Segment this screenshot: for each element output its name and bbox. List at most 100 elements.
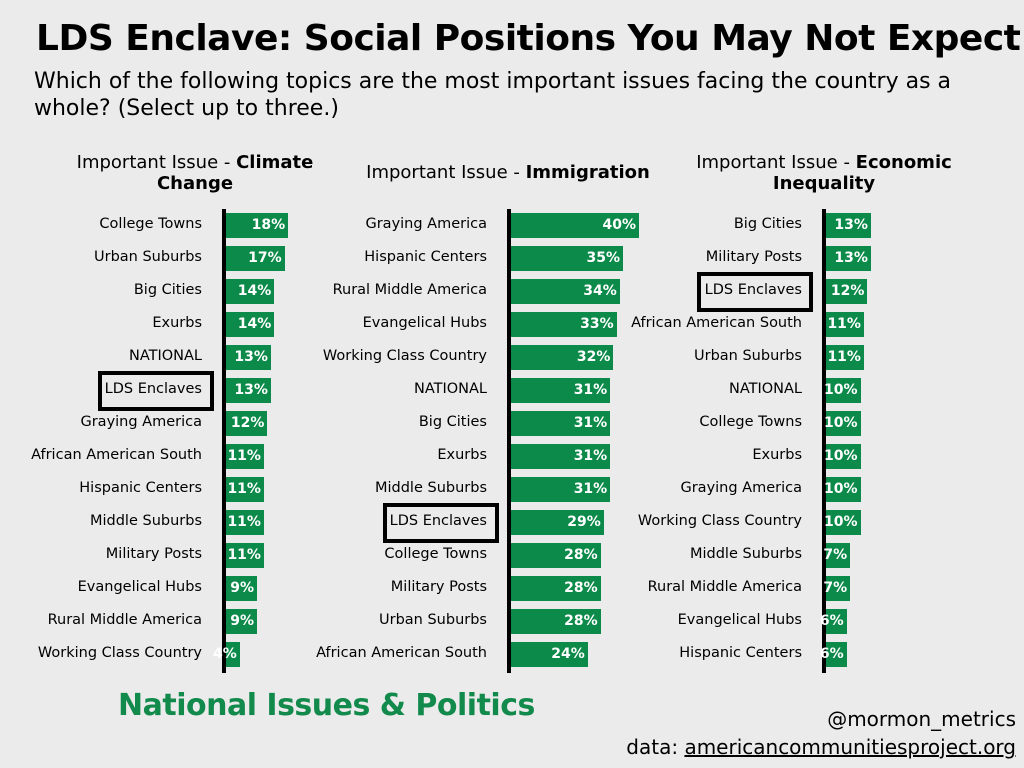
chart-1-category-label: Big Cities: [133, 282, 202, 298]
chart-1-bar-label: 9%: [230, 580, 255, 596]
chart-1-bar-label: 11%: [227, 448, 261, 464]
chart-2-bar-label: 34%: [583, 283, 617, 299]
chart-2-category-label: Rural Middle America: [332, 282, 487, 298]
chart-3-category-label: Working Class Country: [637, 513, 802, 529]
chart-2-category-label: Working Class Country: [322, 348, 487, 364]
chart-2-category-label: Middle Suburbs: [374, 480, 487, 496]
chart-2-bar: [511, 444, 611, 469]
chart-2-bar-label: 33%: [580, 316, 614, 332]
chart-1-category-label: Exurbs: [152, 315, 202, 331]
chart-3-bar: [826, 246, 871, 271]
chart-2-bar: [511, 477, 611, 502]
chart-3-title-prefix: Important Issue -: [696, 152, 856, 173]
chart-2-bar: [511, 642, 588, 667]
chart-1-bar: [226, 642, 240, 667]
chart-3-category-label: Military Posts: [705, 249, 802, 265]
data-source-link[interactable]: americancommunitiesproject.org: [684, 735, 1016, 759]
chart-1-bar: [226, 213, 289, 238]
chart-1-title-topic: Climate Change: [156, 152, 314, 194]
chart-3-bar: [826, 642, 847, 667]
chart-1-bar-label: 13%: [234, 349, 268, 365]
chart-1-bar: [226, 312, 275, 337]
chart-1-bar-label: 14%: [237, 316, 272, 332]
chart-1-category-label: Working Class Country: [37, 645, 202, 661]
chart-3-title: Important Issue - Economic Inequality: [684, 152, 964, 194]
chart-1-category-label: African American South: [31, 447, 202, 463]
chart-3-bar: [826, 279, 868, 304]
chart-3-bar-label: 10%: [823, 415, 858, 431]
chart-1-category-label: Military Posts: [105, 546, 202, 562]
chart-2-bar-label: 24%: [551, 646, 585, 662]
chart-1-category-label: LDS Enclaves: [104, 381, 202, 397]
chart-1-bar: [226, 411, 268, 436]
chart-1-bar: [226, 378, 271, 403]
chart-1-category-label: Urban Suburbs: [94, 249, 202, 265]
chart-3-bar: [826, 312, 864, 337]
chart-2-category-label: Exurbs: [437, 447, 487, 463]
chart-2-category-label: Graying America: [365, 216, 487, 232]
chart-1-bar: [226, 345, 271, 370]
chart-3-category-label: LDS Enclaves: [704, 282, 802, 298]
chart-3-highlight-box: [697, 272, 813, 312]
section-label: National Issues & Politics: [118, 688, 535, 723]
chart-3-category-label: African American South: [631, 315, 802, 331]
chart-1-bar-label: 4%: [213, 646, 237, 662]
chart-2-bar-label: 28%: [564, 547, 598, 563]
chart-1-category-label: Rural Middle America: [47, 612, 202, 628]
chart-2-bar: [511, 312, 617, 337]
chart-3-bar: [826, 345, 864, 370]
chart-1-bar: [226, 477, 264, 502]
chart-1-bar-label: 18%: [251, 217, 286, 233]
chart-3-bar-label: 7%: [823, 580, 848, 596]
chart-3-bar: [826, 378, 861, 403]
chart-3-category-label: Big Cities: [733, 216, 802, 232]
chart-1-bar-label: 9%: [230, 613, 255, 629]
chart-1-bar: [226, 246, 285, 271]
chart-1-bar: [226, 279, 275, 304]
chart-3-bar: [826, 411, 861, 436]
chart-2-category-label: Big Cities: [418, 414, 487, 430]
chart-3-bar-label: 11%: [827, 349, 861, 365]
data-source-prefix: data:: [626, 735, 685, 759]
chart-1-bar-label: 12%: [230, 415, 265, 431]
chart-3-category-label: Urban Suburbs: [694, 348, 802, 364]
chart-3-bar-label: 10%: [823, 481, 858, 497]
chart-3-bar-label: 13%: [834, 217, 868, 233]
chart-1-bar-label: 13%: [234, 382, 268, 398]
chart-2-bar-label: 29%: [567, 514, 601, 530]
chart-2-title: Important Issue - Immigration: [348, 162, 668, 183]
chart-1-highlight-box: [98, 371, 214, 411]
chart-2-title-topic: Immigration: [525, 162, 650, 183]
chart-3-bar: [826, 213, 871, 238]
chart-3-bar-label: 10%: [823, 514, 858, 530]
social-handle: @mormon_metrics: [827, 707, 1016, 731]
chart-1-bar-label: 17%: [248, 250, 282, 266]
page-title: LDS Enclave: Social Positions You May No…: [36, 18, 1021, 59]
chart-2-bar-label: 28%: [564, 613, 598, 629]
chart-2-bar: [511, 543, 601, 568]
chart-2-category-label: African American South: [316, 645, 487, 661]
chart-2-bar: [511, 576, 601, 601]
chart-3-bar-label: 7%: [823, 547, 848, 563]
chart-3-axis: [822, 209, 826, 673]
chart-2-bar: [511, 213, 639, 238]
chart-3-bar: [826, 543, 851, 568]
chart-2-bar: [511, 246, 623, 271]
chart-3-bar: [826, 444, 861, 469]
chart-1-bar: [226, 510, 264, 535]
chart-1-bar-label: 14%: [237, 283, 272, 299]
chart-2-bar-label: 31%: [573, 382, 608, 398]
chart-3-bar: [826, 477, 861, 502]
chart-3-bar-label: 10%: [823, 382, 858, 398]
chart-2-category-label: Hispanic Centers: [364, 249, 487, 265]
chart-2-highlight-box: [383, 503, 499, 543]
chart-1-category-label: Middle Suburbs: [89, 513, 202, 529]
chart-1-bar: [226, 609, 258, 634]
chart-1-category-label: College Towns: [99, 216, 202, 232]
chart-3-bar: [826, 609, 847, 634]
chart-3-bar-label: 6%: [819, 646, 844, 662]
chart-2-bar: [511, 609, 601, 634]
chart-1-bar: [226, 543, 264, 568]
chart-2-bar-label: 31%: [573, 415, 608, 431]
chart-3-category-label: College Towns: [699, 414, 802, 430]
